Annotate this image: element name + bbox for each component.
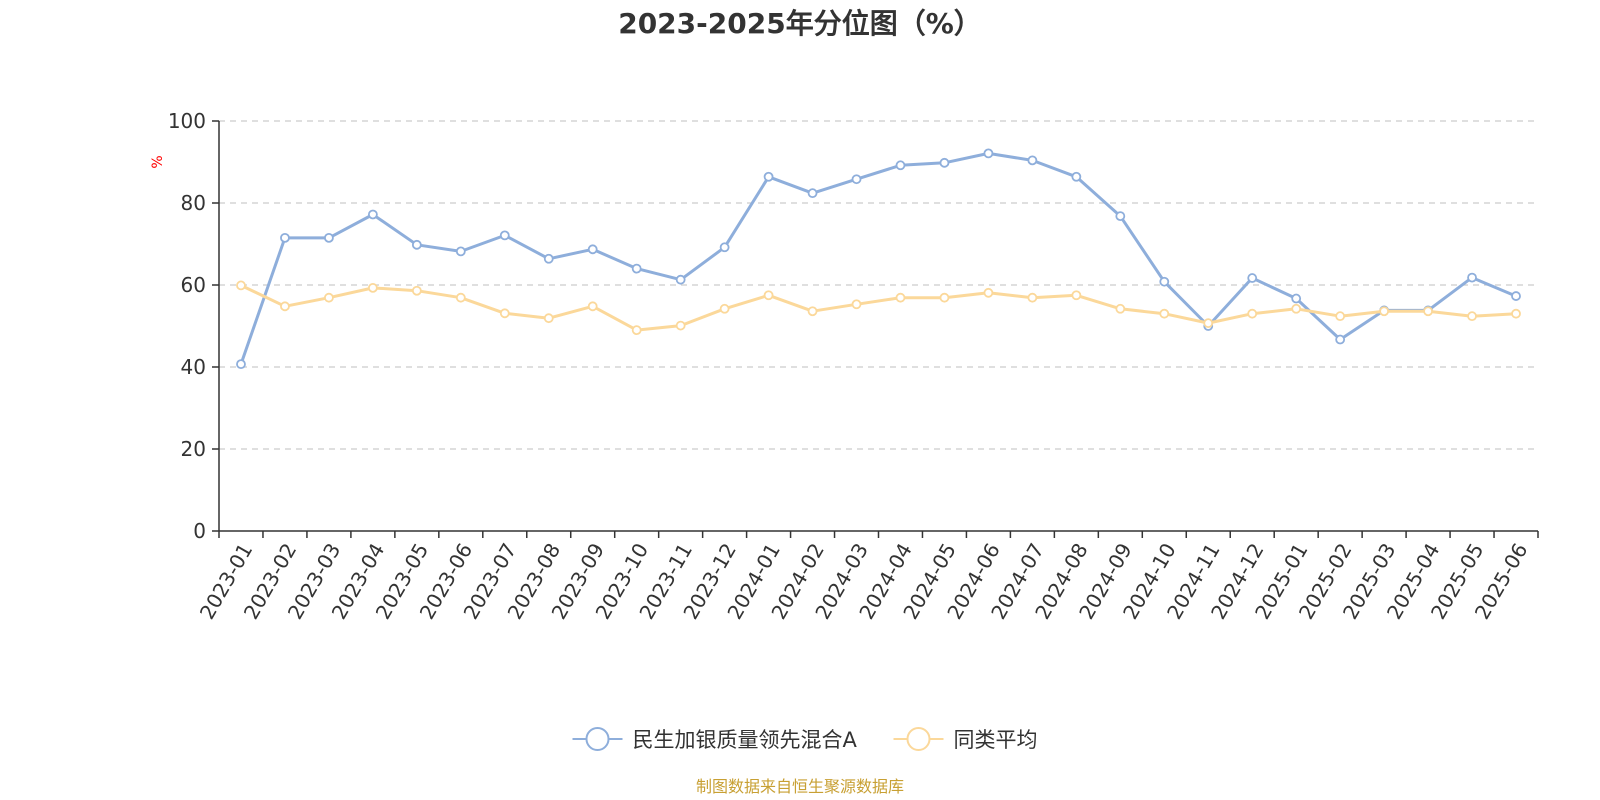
data-point[interactable] (983, 148, 994, 159)
legend[interactable]: 民生加银质量领先混合A 同类平均 (572, 727, 1038, 752)
data-point[interactable] (1467, 272, 1477, 283)
series-line (240, 284, 1517, 332)
data-point[interactable] (367, 209, 378, 220)
legend-label: 民生加银质量领先混合A (633, 728, 858, 752)
legend-marker (906, 727, 931, 751)
y-tick-label: 60 (181, 273, 206, 297)
data-point[interactable] (1511, 308, 1521, 319)
data-point[interactable] (807, 188, 818, 199)
legend-marker (585, 727, 610, 751)
data-point[interactable] (1511, 291, 1521, 301)
y-tick-label: 100 (168, 109, 206, 133)
data-point[interactable] (1027, 155, 1038, 166)
data-point[interactable] (675, 274, 686, 285)
data-point[interactable] (411, 239, 422, 250)
legend-item-2[interactable]: 同类平均 (893, 727, 1038, 752)
source-label: 制图数据来自恒生聚源数据库 (696, 777, 904, 796)
data-point[interactable] (1247, 308, 1258, 319)
data-point[interactable] (1159, 276, 1170, 287)
data-point[interactable] (280, 232, 290, 243)
data-point[interactable] (1159, 308, 1170, 319)
data-point[interactable] (324, 292, 334, 303)
data-point[interactable] (675, 320, 686, 331)
data-point[interactable] (763, 290, 774, 301)
data-point[interactable] (851, 299, 862, 310)
data-point[interactable] (587, 301, 598, 312)
data-point[interactable] (1335, 334, 1346, 345)
data-point[interactable] (1379, 306, 1390, 317)
data-point[interactable] (939, 292, 950, 303)
data-point[interactable] (280, 301, 290, 312)
data-point[interactable] (367, 282, 378, 293)
data-point[interactable] (631, 263, 642, 274)
y-tick-label: 20 (181, 437, 206, 461)
data-point[interactable] (1291, 303, 1302, 314)
data-point[interactable] (719, 242, 730, 253)
y-axis-unit-label: % (150, 155, 166, 168)
data-point[interactable] (851, 174, 862, 185)
series-2 (236, 280, 1521, 336)
data-point[interactable] (1115, 211, 1126, 222)
data-point[interactable] (895, 292, 906, 303)
data-point[interactable] (499, 308, 510, 319)
series-line (239, 151, 1517, 365)
data-point[interactable] (939, 157, 950, 168)
data-point[interactable] (631, 325, 642, 336)
axes: 0204060801002023-012023-022023-032023-04… (168, 109, 1539, 623)
y-tick-label: 0 (193, 519, 206, 543)
data-point[interactable] (587, 244, 598, 255)
legend-label: 同类平均 (954, 728, 1038, 752)
data-point[interactable] (499, 230, 510, 241)
series-layer (236, 148, 1521, 370)
data-point[interactable] (543, 313, 554, 324)
data-point[interactable] (1115, 303, 1126, 314)
series-1 (236, 148, 1521, 370)
data-point[interactable] (411, 285, 422, 296)
grid-lines (219, 120, 1538, 450)
data-point[interactable] (719, 303, 730, 314)
data-point[interactable] (807, 306, 818, 317)
data-point[interactable] (1467, 311, 1477, 322)
data-point[interactable] (1203, 318, 1214, 329)
data-point[interactable] (455, 292, 466, 303)
data-point[interactable] (1071, 171, 1082, 182)
data-point[interactable] (1027, 292, 1038, 303)
data-point[interactable] (1247, 273, 1258, 283)
data-point[interactable] (1423, 306, 1433, 317)
data-point[interactable] (324, 232, 334, 243)
y-tick-label: 80 (181, 191, 206, 215)
data-point[interactable] (1071, 290, 1082, 301)
data-point[interactable] (1335, 311, 1346, 322)
data-point[interactable] (543, 253, 554, 264)
data-point[interactable] (983, 287, 994, 298)
chart-title: 2023-2025年分位图（%） (618, 7, 982, 40)
data-point[interactable] (236, 280, 246, 291)
data-point[interactable] (895, 160, 906, 171)
legend-item-1[interactable]: 民生加银质量领先混合A (572, 727, 858, 752)
data-point[interactable] (455, 246, 466, 257)
data-point[interactable] (763, 171, 774, 182)
data-point[interactable] (1291, 293, 1302, 304)
y-tick-label: 40 (181, 355, 206, 379)
data-point[interactable] (236, 359, 246, 370)
